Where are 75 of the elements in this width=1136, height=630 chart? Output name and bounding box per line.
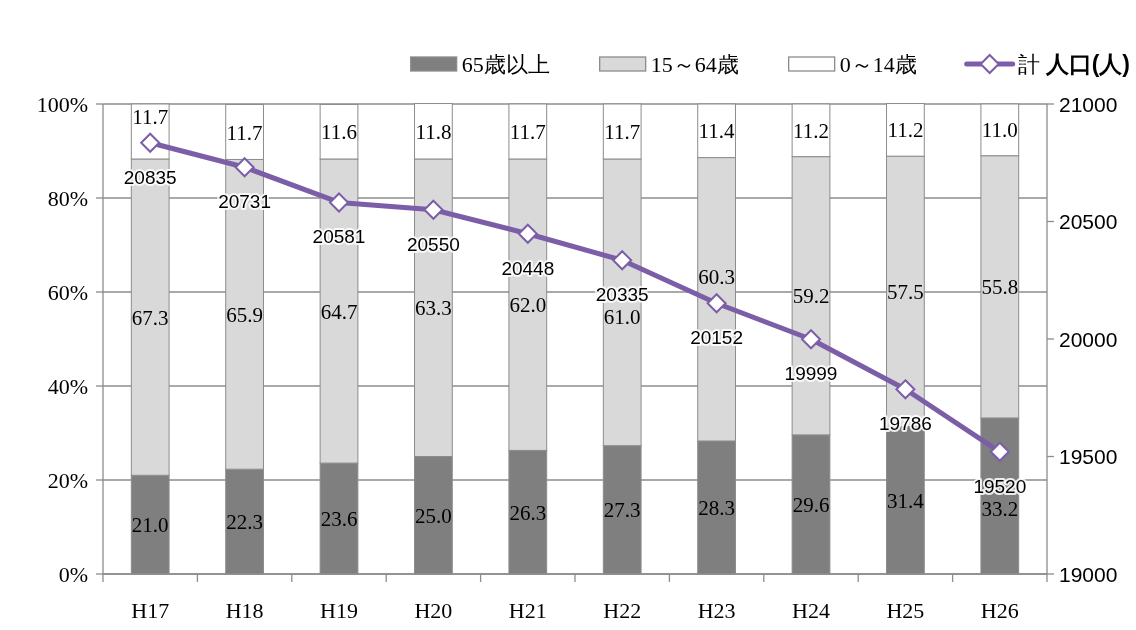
- data-label: 19999: [784, 363, 838, 385]
- x-tick-label: H25: [886, 597, 925, 623]
- y2-tick-label: 20000: [1059, 327, 1118, 351]
- data-label: 20731: [218, 191, 272, 213]
- data-label: 11.7: [509, 120, 546, 145]
- y2-tick-label: 19500: [1059, 445, 1118, 469]
- point: [423, 199, 444, 220]
- data-label: 60.3: [698, 264, 735, 289]
- y2-tick-label: 19000: [1059, 562, 1118, 586]
- data-label: 20581: [312, 226, 366, 248]
- legend-label: 65歳以上: [461, 51, 550, 77]
- legend-label: 15～64歳: [650, 51, 739, 77]
- x-tick-label: H23: [697, 597, 736, 623]
- data-label: 61.0: [603, 304, 641, 329]
- x-tick-label: H22: [603, 597, 642, 623]
- y2-tick-label: 20500: [1059, 210, 1118, 234]
- data-label: 22.3: [226, 510, 263, 535]
- y2-tick-label: 21000: [1059, 92, 1118, 116]
- point: [612, 250, 633, 271]
- data-label: 26.3: [509, 500, 547, 525]
- data-label: 29.6: [792, 493, 830, 517]
- x-tick-label: H24: [792, 597, 830, 623]
- x-tick-label: H21: [508, 597, 547, 623]
- point: [895, 379, 916, 400]
- data-label: 25.0: [415, 503, 452, 528]
- y-tick-label: 80%: [47, 185, 88, 211]
- data-label: 59.2: [792, 284, 830, 309]
- point: [140, 132, 161, 153]
- data-label: 65.9: [226, 302, 263, 327]
- x-tick-label: H18: [225, 597, 264, 623]
- data-label: 11.2: [887, 118, 924, 143]
- x-tick-label: H20: [414, 597, 453, 623]
- data-label: 11.6: [321, 120, 357, 145]
- legend-label: 計: [1017, 51, 1040, 77]
- x-tick-label: H26: [980, 597, 1019, 623]
- data-label: 55.8: [981, 275, 1019, 300]
- y2-axis-title: 人口(人): [1044, 51, 1130, 78]
- point: [234, 157, 255, 178]
- data-label: 11.7: [604, 120, 641, 145]
- point: [329, 192, 349, 213]
- data-label: 11.7: [132, 105, 169, 130]
- data-label: 19786: [878, 413, 932, 435]
- point: [801, 329, 821, 350]
- data-label: 11.8: [415, 119, 452, 144]
- point: [989, 441, 1010, 462]
- data-label: 11.7: [226, 120, 263, 145]
- point: [706, 293, 727, 314]
- data-label: 67.3: [131, 305, 169, 330]
- legend-label: 0～14歳: [839, 51, 917, 77]
- data-label: 20835: [123, 166, 177, 188]
- data-label: 20335: [595, 284, 649, 306]
- data-label: 11.4: [698, 119, 736, 144]
- data-label: 23.6: [320, 507, 358, 532]
- x-tick-label: H17: [131, 597, 170, 623]
- data-label: 57.5: [887, 279, 924, 304]
- y-tick-label: 100%: [36, 91, 88, 117]
- data-label: 21.0: [131, 513, 169, 538]
- y-tick-label: 40%: [47, 373, 88, 399]
- point: [517, 223, 538, 244]
- data-label: 31.4: [887, 488, 925, 513]
- y-tick-label: 20%: [47, 467, 88, 493]
- x-tick-label: H19: [320, 597, 358, 623]
- data-label: 28.3: [698, 496, 735, 521]
- data-label: 11.2: [793, 118, 829, 143]
- y-tick-label: 0%: [58, 561, 88, 587]
- data-label: 63.3: [415, 296, 452, 321]
- data-label: 20448: [501, 257, 555, 279]
- data-label: 62.0: [509, 293, 547, 318]
- data-label: 64.7: [320, 299, 358, 324]
- data-label: 27.3: [603, 498, 641, 523]
- data-label: 11.0: [981, 118, 1018, 143]
- data-label: 20152: [690, 327, 744, 349]
- data-label: 33.2: [981, 496, 1019, 521]
- data-label: 20550: [406, 233, 460, 255]
- y-tick-label: 60%: [47, 279, 88, 305]
